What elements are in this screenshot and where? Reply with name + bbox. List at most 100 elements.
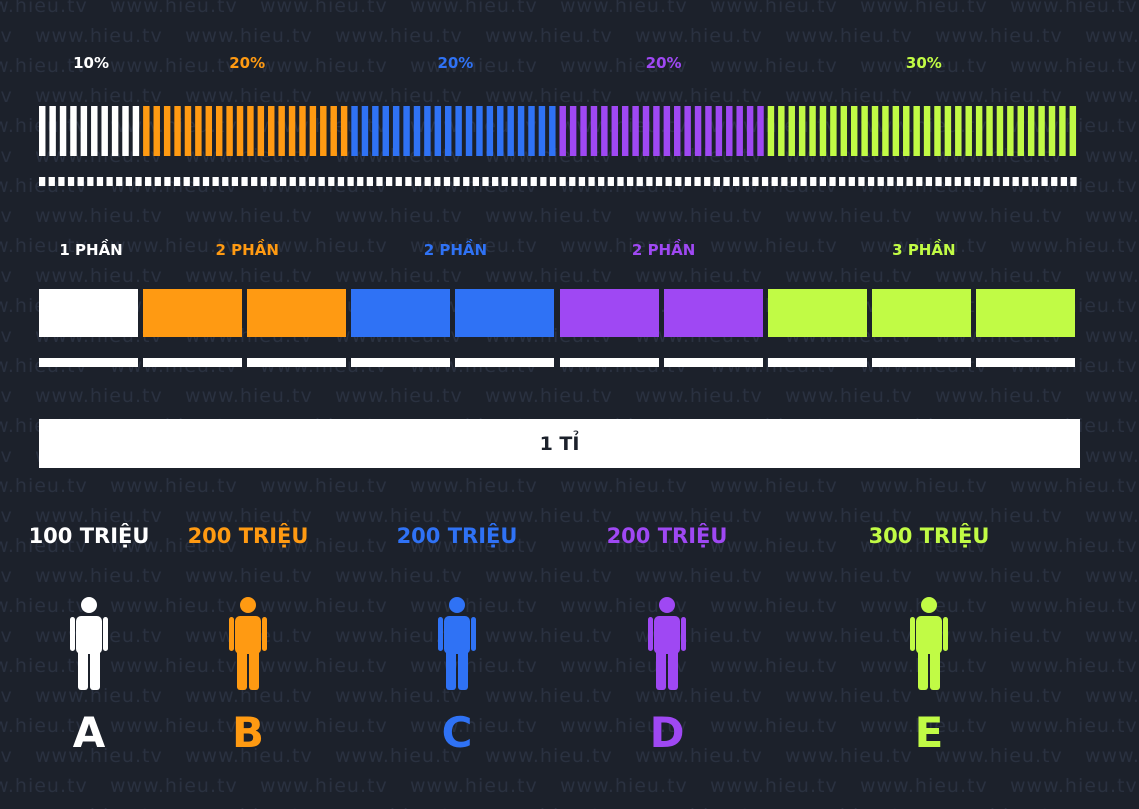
watermark-text: www.hieu.tv — [185, 565, 313, 587]
watermark-text: www.hieu.tv — [335, 85, 463, 107]
person-icon — [648, 597, 686, 690]
person-icon — [438, 597, 476, 690]
dash-segment — [424, 177, 431, 186]
dash-segment — [848, 177, 855, 186]
watermark-text: www.hieu.tv — [560, 775, 688, 797]
dash-segment — [925, 177, 933, 186]
percent-label-e: 30% — [905, 54, 942, 72]
stripe-b — [309, 106, 317, 156]
watermark-text: www.hieu.tv — [185, 25, 313, 47]
dash-segment — [279, 177, 287, 186]
watermark-text: www.hieu.tv — [560, 235, 688, 257]
watermark-text: www.hieu.tv — [0, 715, 88, 737]
stripe-c — [465, 106, 473, 156]
dash-segment — [665, 177, 672, 186]
watermark-text: www.hieu.tv — [260, 235, 388, 257]
person-letter-b: B — [231, 708, 265, 757]
watermark-text: www.hieu.tv — [260, 715, 388, 737]
watermark-text: www.hieu.tv — [1085, 745, 1139, 767]
watermark-text: www.hieu.tv — [35, 265, 163, 287]
dash-segment — [48, 177, 55, 186]
dash-segment — [222, 177, 229, 186]
dash-segment — [116, 177, 123, 186]
watermark-text: www.hieu.tv — [935, 685, 1063, 707]
watermark-text: www.hieu.tv — [0, 535, 88, 557]
stripe-c — [455, 106, 462, 156]
part-block-c — [455, 289, 555, 337]
watermark-text: www.hieu.tv — [260, 55, 388, 77]
stripe-b — [153, 106, 160, 156]
stripe-b — [288, 106, 296, 156]
watermark-text: www.hieu.tv — [35, 685, 163, 707]
watermark-text: www.hieu.tv — [485, 265, 613, 287]
stripe-e — [850, 106, 858, 156]
dash-segment — [154, 177, 161, 186]
part-block-b — [247, 289, 347, 337]
stripe-c — [403, 106, 410, 156]
watermark-text: www.hieu.tv — [785, 565, 913, 587]
stripe-e — [975, 106, 983, 156]
watermark-text: www.hieu.tv — [635, 85, 763, 107]
person-letter-a: A — [72, 708, 106, 757]
stripe-c — [361, 106, 369, 156]
watermark-text: www.hieu.tv — [1010, 535, 1138, 557]
stripe-b — [257, 106, 265, 156]
watermark-text: www.hieu.tv — [35, 745, 163, 767]
stripe-c — [382, 106, 389, 156]
watermark-text: www.hieu.tv — [935, 745, 1063, 767]
dash-segment — [357, 177, 364, 186]
part-underline — [559, 358, 659, 367]
watermark-text: www.hieu.tv — [1010, 595, 1138, 617]
dash-segment — [337, 177, 345, 186]
stripe-d — [684, 106, 691, 156]
stripe-e — [861, 106, 868, 156]
watermark-text: www.hieu.tv — [335, 25, 463, 47]
watermark-text: www.hieu.tv — [1085, 85, 1139, 107]
dash-segment — [723, 177, 730, 186]
stripe-b — [226, 106, 233, 156]
amount-c: 200 TRIỆU — [396, 524, 518, 548]
part-block-c — [351, 289, 451, 337]
watermark-text: www.hieu.tv — [1010, 775, 1138, 797]
part-underline — [975, 358, 1075, 367]
watermark-text: www.hieu.tv — [185, 85, 313, 107]
amount-d: 200 TRIỆU — [606, 524, 728, 548]
watermark-text: www.hieu.tv — [485, 625, 613, 647]
watermark-text: www.hieu.tv — [935, 205, 1063, 227]
dash-segment — [173, 177, 181, 186]
dash-segment — [704, 177, 711, 186]
dash-segment — [559, 177, 566, 186]
part-block-e — [975, 289, 1075, 337]
watermark-text: www.hieu.tv — [635, 745, 763, 767]
watermark-text: www.hieu.tv — [785, 205, 913, 227]
stripe-b — [247, 106, 254, 156]
dash-segment — [472, 177, 480, 186]
watermark-text: www.hieu.tv — [185, 265, 313, 287]
watermark-text: www.hieu.tv — [0, 685, 13, 707]
watermark-text: www.hieu.tv — [635, 385, 763, 407]
watermark-text: www.hieu.tv — [0, 655, 88, 677]
watermark-text: www.hieu.tv — [110, 115, 238, 137]
stripe-c — [517, 106, 525, 156]
part-block-e — [871, 289, 971, 337]
stripe-c — [476, 106, 483, 156]
watermark-text: www.hieu.tv — [1085, 25, 1139, 47]
watermark-text: www.hieu.tv — [35, 205, 163, 227]
watermark-text: www.hieu.tv — [0, 25, 13, 47]
watermark-text: www.hieu.tv — [635, 685, 763, 707]
watermark-text: www.hieu.tv — [35, 145, 163, 167]
dash-segment — [511, 177, 518, 186]
watermark-text: www.hieu.tv — [860, 115, 988, 137]
dash-segment — [810, 177, 817, 186]
watermark-text: www.hieu.tv — [260, 0, 388, 17]
watermark-text: www.hieu.tv — [785, 85, 913, 107]
watermark-text: www.hieu.tv — [0, 55, 88, 77]
watermark-text: www.hieu.tv — [710, 0, 838, 17]
stripe-b — [236, 106, 244, 156]
dash-segment — [87, 177, 94, 186]
stripe-d — [632, 106, 639, 156]
dash-segment — [896, 177, 904, 186]
stripe-a — [111, 106, 119, 156]
stripe-e — [913, 106, 920, 156]
dash-segment — [742, 177, 749, 186]
